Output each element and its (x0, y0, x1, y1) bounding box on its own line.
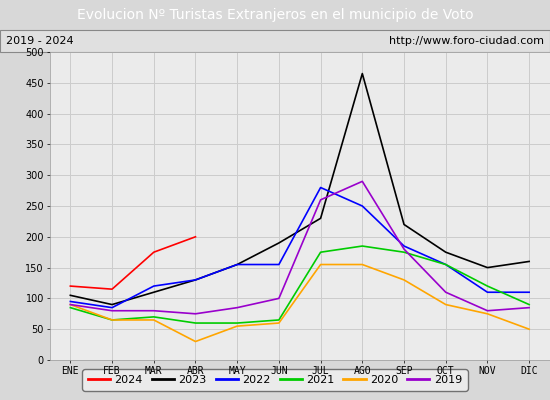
Text: Evolucion Nº Turistas Extranjeros en el municipio de Voto: Evolucion Nº Turistas Extranjeros en el … (76, 8, 474, 22)
FancyBboxPatch shape (0, 30, 550, 52)
Text: http://www.foro-ciudad.com: http://www.foro-ciudad.com (389, 36, 544, 46)
Text: 2019 - 2024: 2019 - 2024 (6, 36, 73, 46)
Legend: 2024, 2023, 2022, 2021, 2020, 2019: 2024, 2023, 2022, 2021, 2020, 2019 (82, 370, 468, 390)
